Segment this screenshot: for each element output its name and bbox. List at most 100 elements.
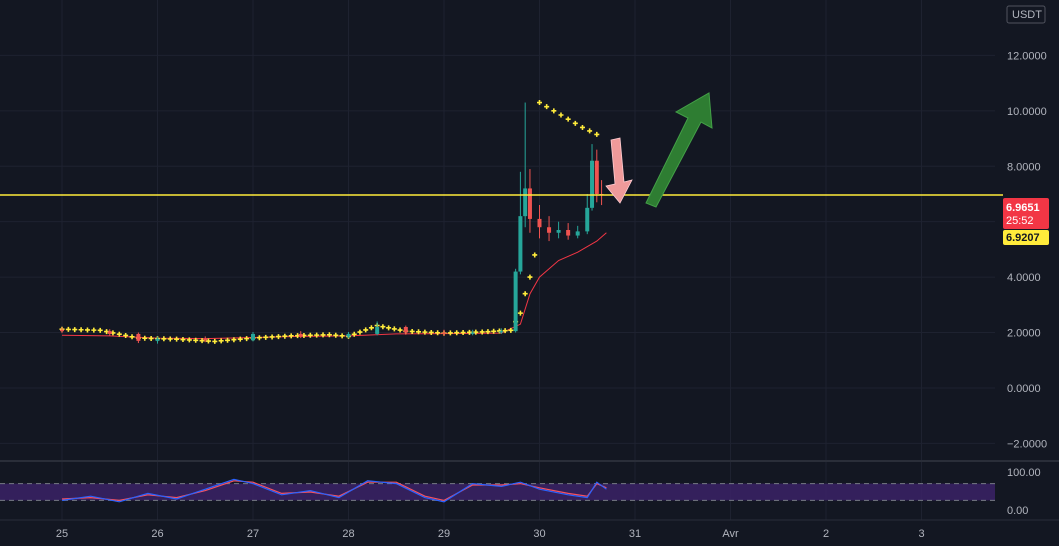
- candle-body: [346, 333, 351, 337]
- sar-dot: [186, 337, 192, 343]
- price-tick-label: −2.0000: [1007, 438, 1047, 450]
- sar-dot: [212, 338, 218, 344]
- oscillator-tick-label: 100.00: [1007, 467, 1041, 479]
- candle-body: [594, 160, 599, 194]
- sar-dot: [161, 336, 167, 342]
- date-tick-label: 27: [247, 528, 259, 540]
- sar-dot: [416, 329, 422, 335]
- oscillator-pane: [0, 460, 1059, 503]
- sar-dot: [65, 326, 71, 332]
- price-tick-label: 12.0000: [1007, 50, 1047, 62]
- sar-dot: [473, 329, 479, 335]
- sar-dot: [522, 291, 528, 297]
- sar-dot: [508, 327, 514, 333]
- price-tick-label: 2.0000: [1007, 328, 1041, 340]
- sar-dot: [148, 335, 154, 341]
- sar-dot: [517, 310, 523, 316]
- price-tick-label: 8.0000: [1007, 161, 1041, 173]
- sar-dot: [491, 328, 497, 334]
- sar-dot: [142, 335, 148, 341]
- candle-body: [470, 332, 475, 334]
- sar-dot: [193, 337, 199, 343]
- sar-dot: [275, 334, 281, 340]
- sar-dot: [357, 329, 363, 335]
- sar-dot: [180, 337, 186, 343]
- last-price-countdown: 25:52: [1006, 215, 1034, 227]
- down-arrow: [605, 137, 633, 204]
- sar-dot: [579, 124, 585, 130]
- date-axis[interactable]: 25 26 27 28 29 30 31 Avr 2 3: [0, 519, 1059, 540]
- sar-dot: [326, 332, 332, 338]
- candle-body: [442, 332, 446, 334]
- sar-dot: [572, 120, 578, 126]
- candle-body: [590, 160, 595, 208]
- sar-dot: [129, 334, 135, 340]
- price-badges: 6.9651 25:52 6.9207: [1003, 198, 1049, 245]
- candle-body: [60, 329, 64, 332]
- candle-body: [575, 231, 580, 236]
- sar-dot: [339, 333, 345, 339]
- sar-dot: [479, 329, 485, 335]
- sar-dot: [466, 329, 472, 335]
- candles: [60, 102, 604, 344]
- sar-dot: [288, 333, 294, 339]
- oscillator-band: [0, 483, 995, 501]
- sar-dot: [72, 327, 78, 333]
- sar-dot: [454, 330, 460, 336]
- candle-body: [547, 227, 552, 233]
- sar-dot: [97, 327, 103, 333]
- candle-body: [136, 333, 141, 341]
- price-tick-label: 0.0000: [1007, 383, 1041, 395]
- sar-dot: [91, 327, 97, 333]
- sar-dot: [116, 331, 122, 337]
- sar-dot: [428, 329, 434, 335]
- date-tick-label: 30: [533, 528, 545, 540]
- sar-dot: [594, 131, 600, 137]
- candle-body: [523, 188, 528, 217]
- date-tick-label: 26: [151, 528, 163, 540]
- date-tick-label: Avr: [722, 528, 739, 540]
- candle-body: [403, 326, 408, 333]
- date-tick-label: 2: [823, 528, 829, 540]
- sar-dot: [551, 108, 557, 114]
- sar-dot: [218, 338, 224, 344]
- currency-label-box: [1006, 5, 1046, 24]
- candle-body: [375, 326, 380, 334]
- secondary-price-badge: [1003, 230, 1049, 245]
- candle-body: [107, 331, 112, 334]
- price-tick-label: 4.0000: [1007, 272, 1041, 284]
- candle-body: [585, 207, 590, 232]
- sar-dot: [307, 332, 313, 338]
- sar-dot: [435, 330, 441, 336]
- candle-body: [298, 333, 303, 337]
- date-tick-label: 3: [918, 528, 924, 540]
- sar-dot: [199, 338, 205, 344]
- sar-dot: [174, 336, 180, 342]
- sar-dot: [167, 336, 173, 342]
- candle-body: [499, 331, 504, 333]
- sar-dot: [397, 327, 403, 333]
- candle-body: [518, 216, 523, 272]
- sar-dot: [565, 116, 571, 122]
- sar-dot: [225, 337, 231, 343]
- sar-dot: [263, 334, 269, 340]
- sar-dot: [558, 112, 564, 118]
- sar-dot: [537, 100, 542, 106]
- sar-dot: [84, 327, 90, 333]
- sar-dot: [282, 333, 288, 339]
- sar-dot: [422, 329, 428, 335]
- date-tick-label: 25: [56, 528, 68, 540]
- sar-dot: [351, 331, 357, 337]
- last-price-badge: [1003, 198, 1049, 229]
- oscillator-axis: 100.00 0.00: [1007, 467, 1041, 517]
- sar-dot: [256, 335, 262, 341]
- price-tick-label: 10.0000: [1007, 106, 1047, 118]
- candle-body: [537, 218, 542, 228]
- sar-dot: [368, 325, 374, 331]
- oscillator-k-line: [61, 478, 607, 503]
- date-tick-label: 31: [629, 528, 641, 540]
- candle-body: [155, 338, 160, 341]
- sar-dot: [205, 338, 211, 344]
- secondary-price-value: 6.9207: [1006, 232, 1040, 244]
